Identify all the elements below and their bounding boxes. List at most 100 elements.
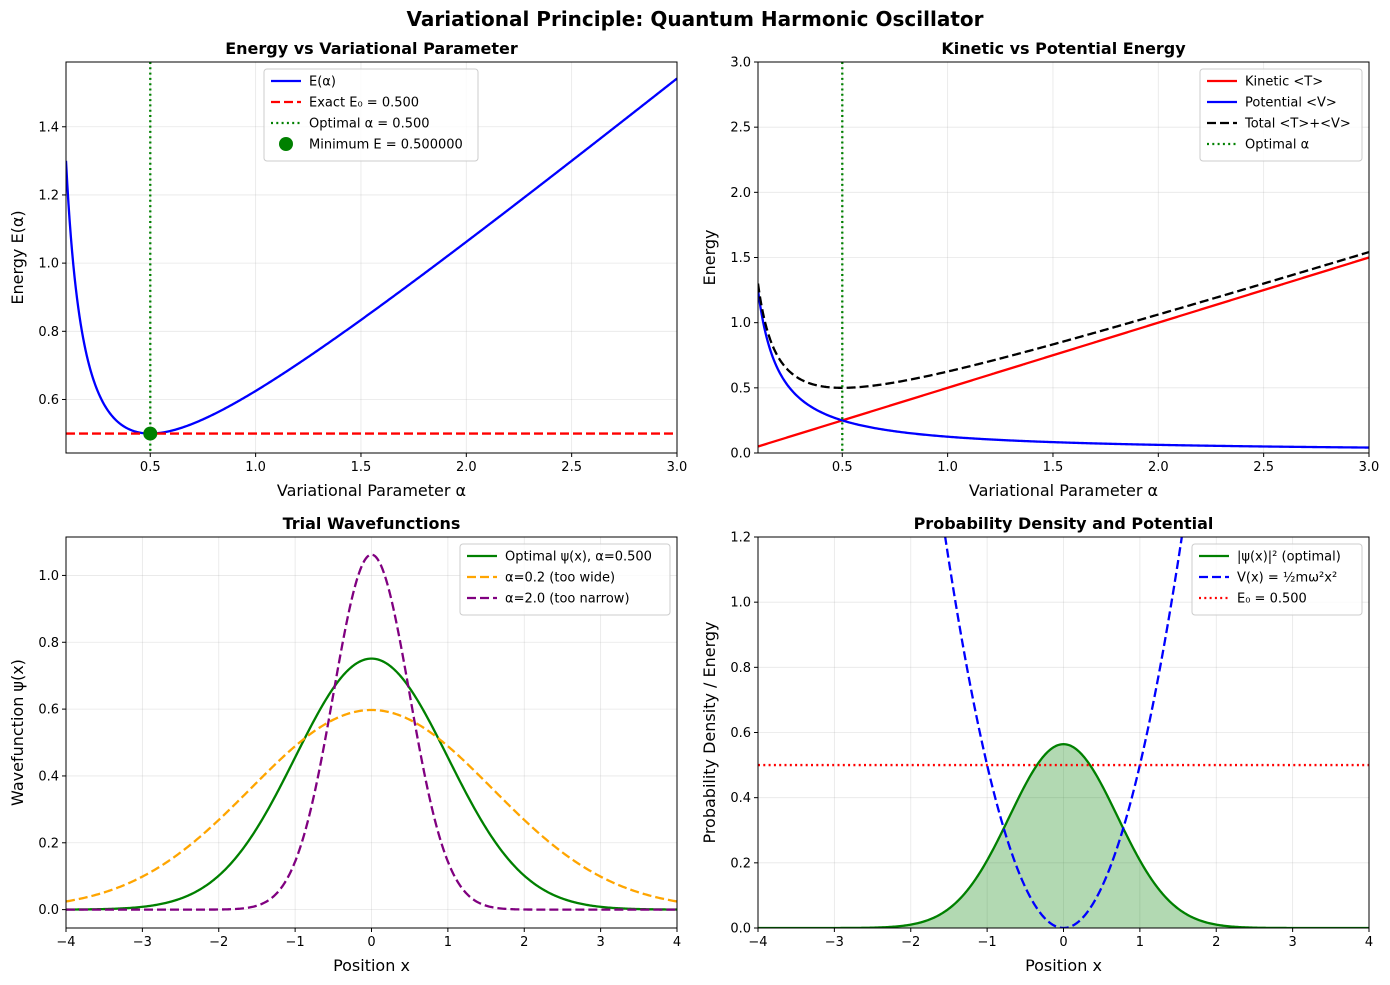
x-tick-label: −1 <box>286 935 305 950</box>
x-axis-label: Position x <box>333 956 410 975</box>
y-tick-label: 1.2 <box>730 531 751 546</box>
series-2-line <box>758 289 1369 449</box>
x-tick-label: −2 <box>209 935 228 950</box>
y-tick-label: 0.4 <box>730 791 751 806</box>
legend-label: Optimal α <box>1245 138 1309 153</box>
x-tick-label: 2.0 <box>1148 460 1169 475</box>
y-tick-label: 0.2 <box>730 856 751 871</box>
y-tick-label: 1.0 <box>38 257 59 272</box>
x-tick-label: 3 <box>596 935 604 950</box>
legend-label: E₀ = 0.500 <box>1237 592 1307 607</box>
y-tick-label: 0.6 <box>38 393 59 408</box>
legend: |ψ(x)|² (optimal) V(x) = ½mω²x² E₀ = 0.500 <box>1191 543 1363 616</box>
plot-area <box>66 553 677 911</box>
series-1-line <box>66 77 677 435</box>
legend: E(α) Exact E₀ = 0.500 Optimal α = 0.500 Min… <box>263 68 479 162</box>
legend: Kinetic <T> Potential <V> Total <T>+<V> Opt… <box>1199 68 1363 162</box>
legend-label: V(x) = ½mω²x² <box>1237 571 1337 586</box>
legend-label: |ψ(x)|² (optimal) <box>1237 550 1341 565</box>
chart-title: Energy vs Variational Parameter <box>225 39 518 58</box>
y-tick-label: 1.0 <box>38 569 59 584</box>
y-tick-label: 1.4 <box>38 120 59 135</box>
y-tick-label: 0.8 <box>38 325 59 340</box>
axes-frame <box>65 61 678 454</box>
x-tick-label: 3 <box>1288 935 1296 950</box>
y-tick-label: 0.8 <box>730 661 751 676</box>
x-tick-label: 3.0 <box>1359 460 1380 475</box>
x-tick-label: 1.5 <box>351 460 372 475</box>
series-4-marker <box>143 426 158 441</box>
series-1-line <box>758 256 1369 448</box>
y-tick-label: 0.2 <box>38 836 59 851</box>
x-tick-label: −3 <box>133 935 152 950</box>
legend-box <box>459 543 671 616</box>
series-3-line <box>758 250 1369 389</box>
x-tick-label: 0.5 <box>832 460 853 475</box>
x-tick-label: 1.0 <box>245 460 266 475</box>
x-tick-label: 1 <box>444 935 452 950</box>
legend-box <box>1191 543 1363 616</box>
series-1-line <box>66 657 677 911</box>
legend-label: E(α) <box>309 75 336 90</box>
legend-label: Exact E₀ = 0.500 <box>309 96 419 111</box>
y-axis-label: Wavefunction ψ(x) <box>8 659 27 806</box>
y-tick-label: 1.0 <box>730 316 751 331</box>
legend-label: Potential <V> <box>1245 96 1337 111</box>
legend-label: Optimal ψ(x), α=0.500 <box>505 550 652 565</box>
plots-layer: 0.5 1.0 1.5 2.0 2.5 3.0 0.6 0.8 1.0 1.2 1.4 Energy … <box>8 39 1379 975</box>
legend: Optimal ψ(x), α=0.500 α=0.2 (too wide) α=2… <box>459 543 671 616</box>
x-axis-label: Variational Parameter α <box>969 481 1158 500</box>
y-tick-label: 0.6 <box>730 726 751 741</box>
legend-label: α=0.2 (too wide) <box>505 571 615 586</box>
legend-marker <box>279 137 293 151</box>
plot-area <box>758 62 1369 453</box>
x-tick-label: 4 <box>1365 935 1373 950</box>
chart-title: Probability Density and Potential <box>914 514 1214 533</box>
y-tick-label: 1.0 <box>730 596 751 611</box>
y-tick-label: 0.0 <box>730 447 751 462</box>
y-tick-label: 0.8 <box>38 636 59 651</box>
x-tick-label: 2.5 <box>561 460 582 475</box>
y-tick-label: 1.5 <box>730 251 751 266</box>
x-tick-label: −4 <box>56 935 75 950</box>
x-tick-label: −1 <box>978 935 997 950</box>
x-tick-label: 4 <box>673 935 681 950</box>
figure-suptitle: Variational Principle: Quantum Harmonic … <box>407 7 984 31</box>
legend-label: α=2.0 (too narrow) <box>505 592 630 607</box>
x-tick-label: 0.5 <box>140 460 161 475</box>
x-tick-label: 3.0 <box>667 460 688 475</box>
y-tick-label: 0.0 <box>38 903 59 918</box>
legend-label: Minimum E = 0.500000 <box>309 138 463 153</box>
x-tick-label: −4 <box>748 935 767 950</box>
legend-label: Total <T>+<V> <box>1244 117 1351 132</box>
x-tick-label: 2 <box>1212 935 1220 950</box>
chart-panel-4: −4 −3 −2 −1 0 1 2 3 4 0.0 0.2 0.4 0.6 0.8 1.0 1.2 Probab… <box>700 514 1373 975</box>
x-tick-label: 2 <box>520 935 528 950</box>
x-tick-label: 0 <box>367 935 375 950</box>
y-tick-label: 0.4 <box>38 769 59 784</box>
chart-title: Trial Wavefunctions <box>283 514 461 533</box>
legend-label: Kinetic <T> <box>1245 75 1323 90</box>
series-1-fill-area <box>758 744 1369 928</box>
x-tick-label: 0 <box>1059 935 1067 950</box>
series-2-line <box>66 708 677 903</box>
x-axis-label: Position x <box>1025 956 1102 975</box>
x-tick-label: 2.0 <box>456 460 477 475</box>
y-tick-label: 2.0 <box>730 186 751 201</box>
x-tick-label: −3 <box>825 935 844 950</box>
x-tick-label: 1.5 <box>1043 460 1064 475</box>
legend-box <box>1199 68 1363 162</box>
chart-title: Kinetic vs Potential Energy <box>941 39 1186 58</box>
y-axis-label: Energy <box>700 229 719 285</box>
chart-panel-2: 0.5 1.0 1.5 2.0 2.5 3.0 0.0 0.5 1.0 1.5 2.0 2.5 3.0 K… <box>700 39 1379 500</box>
legend-label: Optimal α = 0.500 <box>309 117 430 132</box>
chart-panel-1: 0.5 1.0 1.5 2.0 2.5 3.0 0.6 0.8 1.0 1.2 1.4 Energy … <box>8 39 687 500</box>
x-axis-label: Variational Parameter α <box>277 481 466 500</box>
y-tick-label: 3.0 <box>730 56 751 71</box>
legend-box <box>263 68 479 162</box>
y-axis-label: Energy E(α) <box>8 210 27 304</box>
x-tick-label: 2.5 <box>1253 460 1274 475</box>
plot-area <box>66 62 677 453</box>
x-tick-label: 1 <box>1136 935 1144 950</box>
